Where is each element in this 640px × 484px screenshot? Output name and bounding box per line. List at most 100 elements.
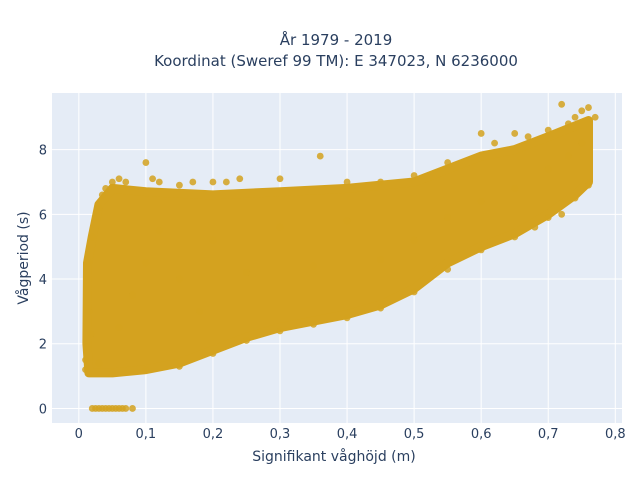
scatter-point (511, 185, 519, 192)
scatter-point (243, 337, 250, 344)
scatter-point (85, 259, 93, 267)
scatter-point (410, 172, 418, 179)
scatter-point (108, 178, 116, 186)
x-axis-title: Signifikant våghöjd (m) (252, 448, 415, 465)
scatter-point (276, 175, 284, 183)
x-axis-ticks: 0 0,1 0,2 0,3 0,4 0,5 0,6 0,7 0,8 (75, 427, 626, 442)
x-tick-label: 0,3 (270, 427, 291, 442)
scatter-point (85, 307, 93, 315)
scatter-point (102, 185, 110, 192)
scatter-point (377, 256, 384, 264)
scatter-point (142, 259, 150, 267)
y-tick-label: 6 (39, 208, 47, 223)
y-axis-ticks: 0 2 4 6 8 (39, 144, 47, 418)
scatter-point (444, 265, 452, 273)
scatter-point (122, 405, 130, 412)
scatter-point (95, 204, 103, 212)
scatter-point (564, 120, 572, 128)
scatter-point (571, 113, 579, 121)
scatter-point (578, 107, 586, 115)
scatter-point (276, 223, 284, 231)
x-tick-label: 0,2 (203, 427, 224, 442)
chart-subtitle: Koordinat (Sweref 99 TM): E 347023, N 62… (154, 52, 518, 70)
scatter-point (82, 366, 89, 374)
scatter-point (531, 223, 539, 231)
scatter-point (88, 233, 96, 241)
scatter-point (558, 100, 566, 108)
scatter-point (176, 275, 183, 283)
x-tick-label: 0,7 (538, 427, 559, 442)
y-tick-label: 2 (39, 338, 47, 353)
scatter-point (196, 307, 203, 315)
scatter-point (343, 314, 351, 322)
x-tick-label: 0 (75, 427, 83, 442)
scatter-point (108, 369, 116, 377)
scatter-point (209, 350, 217, 357)
scatter-point (115, 324, 123, 331)
scatter-point (115, 175, 123, 183)
scatter-point (155, 178, 163, 186)
scatter-point (236, 175, 244, 183)
scatter-point (564, 152, 572, 160)
chart-title: År 1979 - 2019 (280, 30, 393, 49)
y-tick-label: 4 (39, 273, 47, 288)
y-axis-title: Vågperiod (s) (15, 211, 32, 304)
scatter-point (377, 304, 384, 312)
scatter-point (122, 178, 130, 186)
scatter-point (444, 159, 452, 166)
scatter-point (142, 366, 150, 374)
scatter-point (491, 139, 498, 147)
scatter-point (544, 165, 552, 173)
scatter-point (585, 104, 592, 111)
scatter-point (571, 194, 579, 202)
scatter-point-cloud (82, 116, 593, 378)
scatter-point (129, 291, 136, 299)
scatter-point (155, 227, 163, 234)
scatter-point (209, 236, 217, 244)
scatter-point (410, 236, 418, 244)
scatter-point (189, 178, 197, 186)
y-tick-label: 0 (39, 402, 47, 417)
scatter-point (558, 210, 566, 218)
scatter-point (377, 178, 384, 186)
scatter-point (524, 133, 532, 141)
scatter-point (511, 130, 519, 137)
scatter-point (98, 191, 106, 199)
scatter-point (585, 181, 592, 189)
scatter-point (477, 246, 485, 254)
scatter-point (82, 356, 89, 364)
scatter-point (310, 320, 317, 328)
y-tick-label: 8 (39, 144, 47, 159)
scatter-point (511, 233, 519, 241)
scatter-point (578, 139, 586, 147)
scatter-point (83, 343, 91, 351)
scatter-point (176, 362, 183, 370)
scatter-point (129, 405, 136, 412)
x-tick-label: 0,8 (605, 427, 626, 442)
scatter-point (477, 197, 485, 205)
scatter-point (87, 330, 95, 338)
scatter-point (477, 130, 485, 137)
scatter-point (95, 359, 103, 367)
scatter-point (149, 175, 156, 183)
scatter-density-cloud (82, 116, 593, 378)
scatter-point (410, 288, 418, 296)
x-tick-label: 0,6 (471, 427, 492, 442)
x-tick-label: 0,5 (404, 427, 425, 442)
x-tick-label: 0,1 (136, 427, 157, 442)
scatter-point (591, 113, 599, 121)
scatter-point (310, 262, 317, 270)
scatter-point (444, 214, 452, 221)
scatter-point (142, 159, 150, 166)
scatter-point (544, 214, 552, 221)
scatter-point (209, 178, 217, 186)
scatter-point (243, 269, 250, 276)
scatter-points (82, 100, 599, 412)
scatter-point (222, 178, 230, 186)
scatter-point (544, 126, 552, 134)
scatter-point (343, 217, 351, 225)
x-tick-label: 0,4 (337, 427, 358, 442)
scatter-point (343, 178, 351, 186)
